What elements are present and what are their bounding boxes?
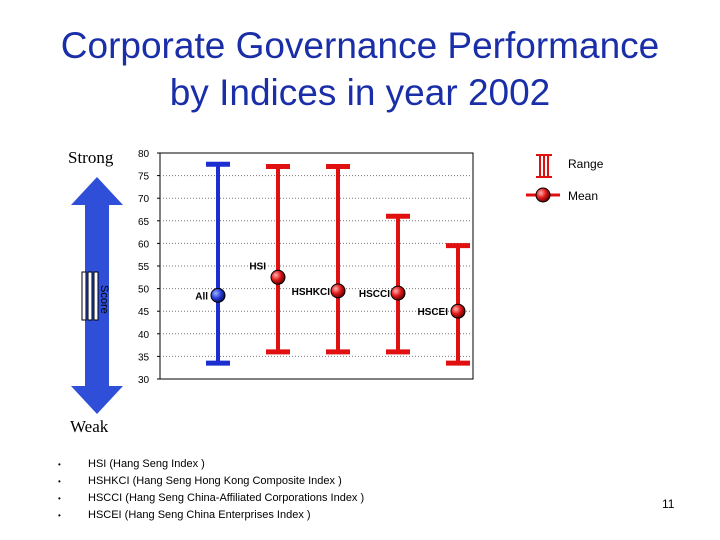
footnote-hsi: HSI (Hang Seng Index ) <box>58 456 364 473</box>
mean-marker <box>450 303 466 319</box>
score-label: Score <box>98 285 110 314</box>
series-label: HSCCI <box>359 289 390 300</box>
footnote-hscei: HSCEI (Hang Seng China Enterprises Index… <box>58 507 364 524</box>
title-line-2: by Indices in year 2002 <box>169 72 551 113</box>
y-tick-label: 70 <box>138 194 150 205</box>
range-bar-all: All <box>195 161 230 366</box>
series-label: HSHKCI <box>292 287 331 298</box>
mean-marker <box>210 287 226 303</box>
series-label: All <box>195 291 208 302</box>
series-label: HSI <box>249 261 266 272</box>
score-bars <box>81 271 99 321</box>
range-bar-hscci: HSCCI <box>359 213 410 355</box>
y-tick-label: 80 <box>138 149 150 160</box>
y-tick-label: 50 <box>138 285 150 296</box>
series-label: HSCEI <box>417 307 448 318</box>
y-tick-label: 35 <box>138 352 150 363</box>
mean-marker <box>270 269 286 285</box>
y-tick-label: 40 <box>138 330 150 341</box>
y-tick-label: 45 <box>138 307 150 318</box>
strong-label: Strong <box>68 148 114 167</box>
series-group: All HSI HSHKCI HSCCI HSCEI <box>195 161 470 366</box>
mean-marker <box>390 285 406 301</box>
footnote-hscci: HSCCI (Hang Seng China-Affiliated Corpor… <box>58 490 364 507</box>
weak-label: Weak <box>70 417 109 436</box>
y-tick-label: 65 <box>138 217 150 228</box>
page-number: 11 <box>662 497 675 511</box>
grid-lines <box>160 175 473 357</box>
legend-mean-label: Mean <box>568 189 598 203</box>
mean-marker <box>330 283 346 299</box>
y-axis-ticks: 30 35 40 45 50 55 60 65 70 75 80 <box>138 149 160 386</box>
legend: Range Mean <box>526 154 604 203</box>
range-bar-hshkci: HSHKCI <box>292 164 350 355</box>
y-tick-label: 75 <box>138 172 150 183</box>
range-bar-hsi: HSI <box>249 164 290 355</box>
y-tick-label: 60 <box>138 239 150 250</box>
title-line-1: Corporate Governance Performance <box>60 25 660 66</box>
footnote-list: HSI (Hang Seng Index ) HSHKCI (Hang Seng… <box>58 456 364 524</box>
y-tick-label: 30 <box>138 375 150 386</box>
slide-title: Corporate Governance Performance by Indi… <box>0 22 720 116</box>
y-tick-label: 55 <box>138 262 150 273</box>
range-bar-hscei: HSCEI <box>417 243 470 366</box>
legend-range-label: Range <box>568 157 604 171</box>
legend-range-icon <box>536 154 552 178</box>
footnote-hshkci: HSHKCI (Hang Seng Hong Kong Composite In… <box>58 473 364 490</box>
legend-mean-marker <box>535 187 551 203</box>
